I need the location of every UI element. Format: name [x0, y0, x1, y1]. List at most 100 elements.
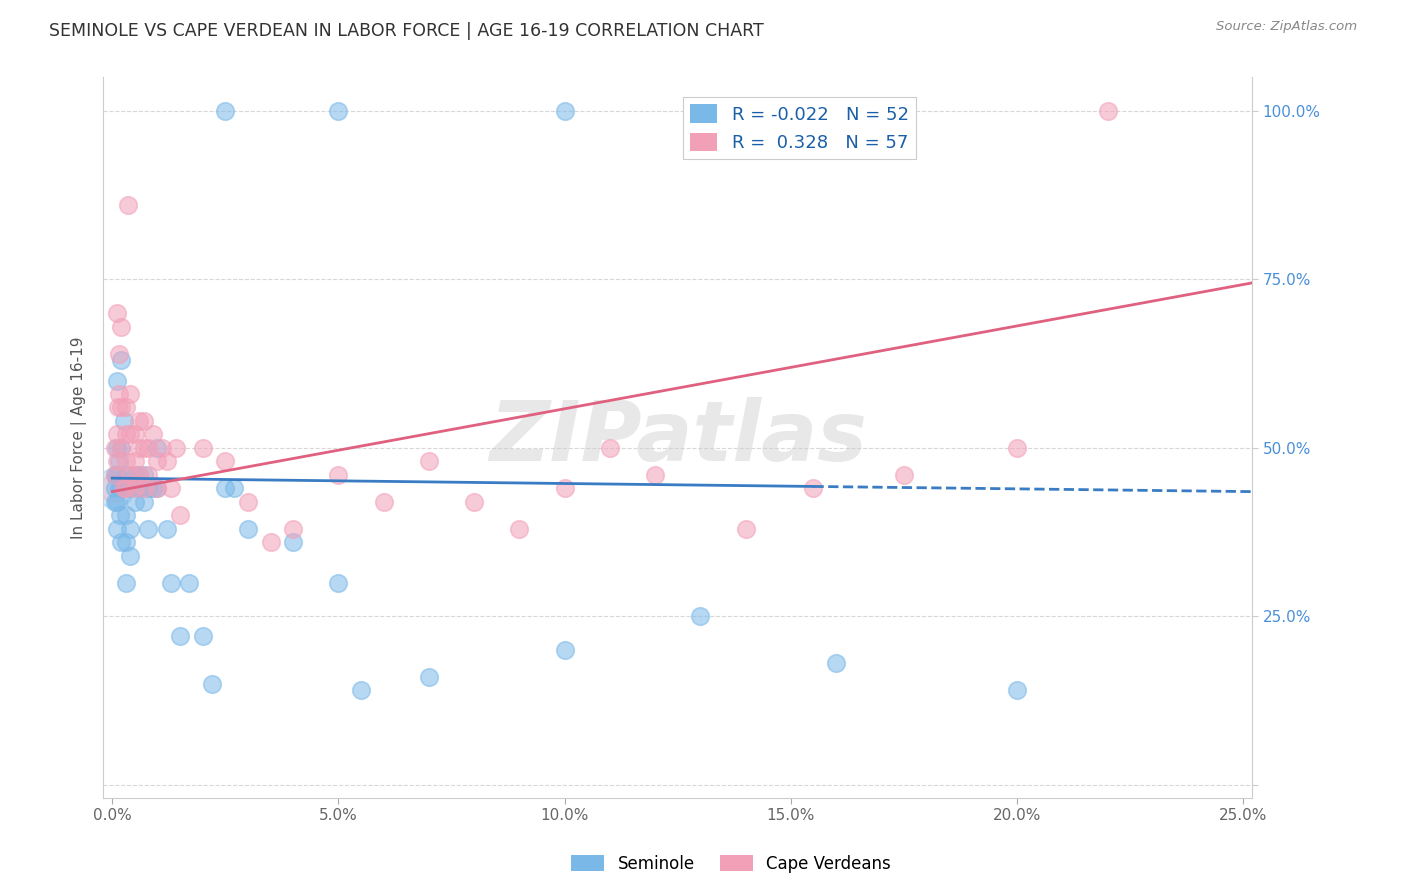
Seminole	[114, 467, 136, 482]
Cape Verdeans	[463, 494, 485, 508]
Seminole	[689, 609, 711, 624]
Cape Verdeans	[138, 441, 160, 455]
Seminole	[110, 353, 132, 368]
Cape Verdeans	[124, 454, 146, 468]
Point	[328, 104, 350, 119]
Seminole	[124, 467, 146, 482]
Cape Verdeans	[124, 481, 146, 495]
Seminole	[104, 494, 127, 508]
Seminole	[138, 522, 160, 536]
Seminole	[110, 508, 132, 523]
Cape Verdeans	[132, 441, 155, 455]
Text: ZIPatlas: ZIPatlas	[489, 397, 866, 478]
Point	[554, 104, 576, 119]
Cape Verdeans	[110, 441, 132, 455]
Cape Verdeans	[132, 481, 155, 495]
Cape Verdeans	[142, 427, 165, 442]
Cape Verdeans	[734, 522, 756, 536]
Cape Verdeans	[599, 441, 621, 455]
Seminole	[236, 522, 259, 536]
Seminole	[224, 481, 246, 495]
Seminole	[108, 481, 131, 495]
Cape Verdeans	[117, 198, 139, 212]
Cape Verdeans	[160, 481, 183, 495]
Text: Source: ZipAtlas.com: Source: ZipAtlas.com	[1216, 20, 1357, 33]
Seminole	[554, 643, 576, 657]
Seminole	[138, 481, 160, 495]
Cape Verdeans	[165, 441, 187, 455]
Cape Verdeans	[418, 454, 440, 468]
Legend: R = -0.022   N = 52, R =  0.328   N = 57: R = -0.022 N = 52, R = 0.328 N = 57	[683, 97, 915, 160]
Seminole	[105, 494, 128, 508]
Cape Verdeans	[103, 441, 125, 455]
Seminole	[214, 481, 236, 495]
Cape Verdeans	[150, 441, 173, 455]
Seminole	[105, 374, 128, 388]
Cape Verdeans	[105, 454, 128, 468]
Seminole	[169, 629, 191, 643]
Seminole	[114, 481, 136, 495]
Legend: Seminole, Cape Verdeans: Seminole, Cape Verdeans	[564, 848, 898, 880]
Seminole	[825, 657, 848, 671]
Seminole	[120, 522, 142, 536]
Cape Verdeans	[191, 441, 214, 455]
Cape Verdeans	[114, 401, 136, 415]
Seminole	[105, 441, 128, 455]
Cape Verdeans	[105, 306, 128, 320]
Seminole	[201, 676, 224, 690]
Cape Verdeans	[644, 467, 666, 482]
Cape Verdeans	[105, 427, 128, 442]
Seminole	[114, 508, 136, 523]
Cape Verdeans	[803, 481, 825, 495]
Seminole	[105, 522, 128, 536]
Cape Verdeans	[120, 467, 142, 482]
Cape Verdeans	[155, 454, 177, 468]
Seminole	[105, 467, 128, 482]
Cape Verdeans	[124, 427, 146, 442]
Seminole	[104, 467, 127, 482]
Cape Verdeans	[508, 522, 530, 536]
Seminole	[132, 494, 155, 508]
Cape Verdeans	[236, 494, 259, 508]
Cape Verdeans	[114, 454, 136, 468]
Seminole	[160, 575, 183, 590]
Text: SEMINOLE VS CAPE VERDEAN IN LABOR FORCE | AGE 16-19 CORRELATION CHART: SEMINOLE VS CAPE VERDEAN IN LABOR FORCE …	[49, 22, 763, 40]
Seminole	[283, 535, 305, 549]
Seminole	[112, 414, 135, 428]
Cape Verdeans	[120, 387, 142, 401]
Seminole	[120, 549, 142, 563]
Cape Verdeans	[114, 481, 136, 495]
Cape Verdeans	[132, 414, 155, 428]
Cape Verdeans	[283, 522, 305, 536]
Seminole	[179, 575, 201, 590]
Cape Verdeans	[373, 494, 395, 508]
Cape Verdeans	[146, 481, 169, 495]
Seminole	[1005, 683, 1028, 698]
Cape Verdeans	[259, 535, 281, 549]
Cape Verdeans	[169, 508, 191, 523]
Point	[214, 104, 236, 119]
Cape Verdeans	[110, 319, 132, 334]
Seminole	[142, 481, 165, 495]
Cape Verdeans	[128, 414, 150, 428]
Seminole	[110, 481, 132, 495]
Cape Verdeans	[110, 401, 132, 415]
Point	[103, 481, 125, 495]
Seminole	[418, 670, 440, 684]
Seminole	[120, 481, 142, 495]
Seminole	[146, 441, 169, 455]
Point	[103, 481, 125, 495]
Cape Verdeans	[108, 346, 131, 360]
Cape Verdeans	[1005, 441, 1028, 455]
Seminole	[128, 481, 150, 495]
Cape Verdeans	[328, 467, 350, 482]
Cape Verdeans	[146, 454, 169, 468]
Seminole	[110, 535, 132, 549]
Seminole	[132, 467, 155, 482]
Cape Verdeans	[112, 481, 135, 495]
Cape Verdeans	[114, 427, 136, 442]
Cape Verdeans	[108, 387, 131, 401]
Cape Verdeans	[138, 467, 160, 482]
Seminole	[108, 454, 131, 468]
Cape Verdeans	[104, 467, 127, 482]
